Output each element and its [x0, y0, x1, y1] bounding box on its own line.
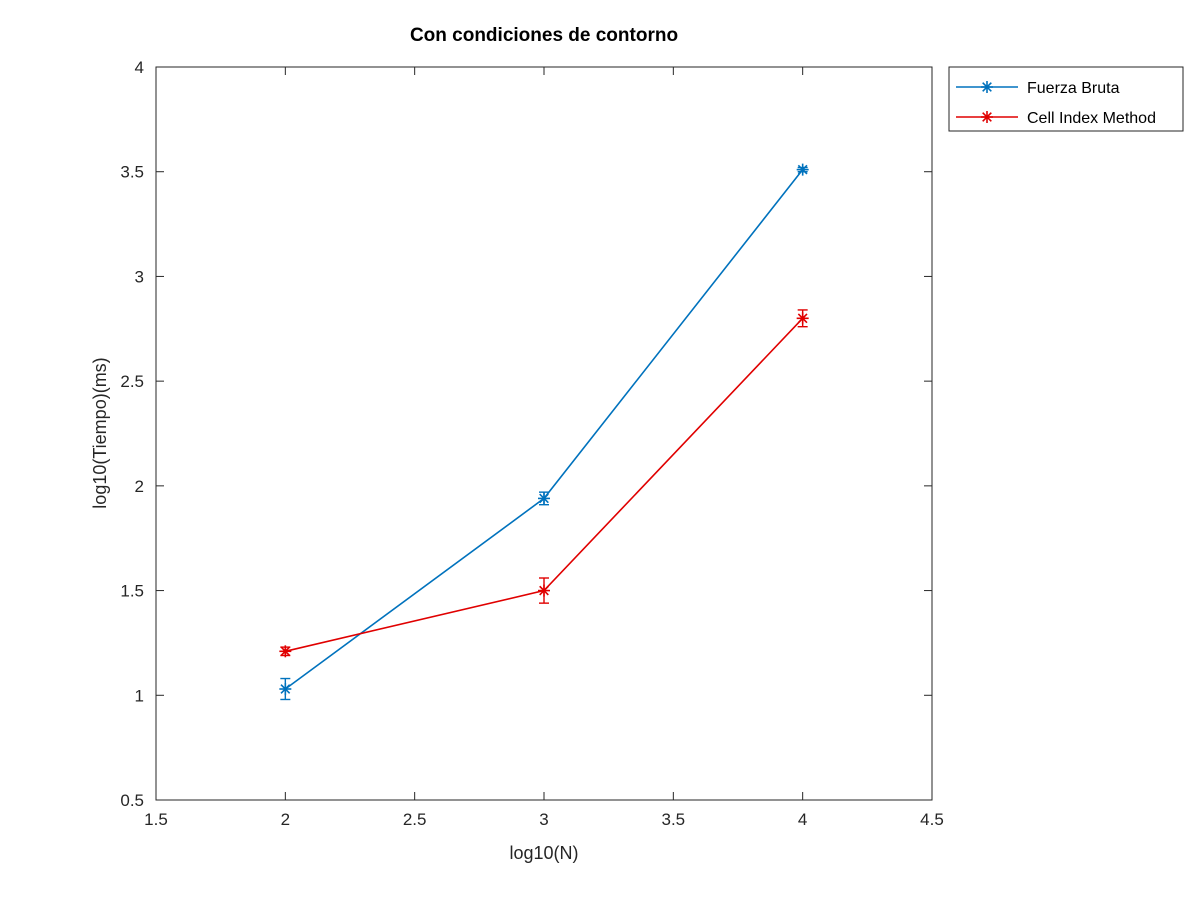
- y-tick-label: 4: [135, 58, 144, 77]
- y-tick-label: 2: [135, 477, 144, 496]
- marker-stroke: [982, 112, 992, 122]
- y-tick-label: 1: [135, 686, 144, 705]
- marker-stroke: [280, 646, 291, 657]
- data-point: [796, 163, 809, 176]
- x-tick-label: 2.5: [403, 810, 427, 829]
- legend-marker: [981, 111, 993, 123]
- x-tick-label: 2: [281, 810, 290, 829]
- y-axis-title: log10(Tiempo)(ms): [90, 357, 110, 508]
- y-tick-label: 3: [135, 267, 144, 286]
- data-point: [279, 683, 292, 696]
- x-tick-label: 4: [798, 810, 807, 829]
- chart-title: Con condiciones de contorno: [410, 25, 678, 46]
- marker-stroke: [797, 313, 808, 324]
- y-tick-label: 1.5: [120, 582, 144, 601]
- legend: Fuerza Bruta Cell Index Method: [948, 66, 1184, 132]
- x-tick-label: 3.5: [662, 810, 686, 829]
- x-axis-title: log10(N): [509, 843, 578, 863]
- y-tick-label: 2.5: [120, 372, 144, 391]
- data-point: [538, 584, 550, 597]
- series-cell-index-method: [279, 309, 809, 658]
- series-fuerza-bruta: [279, 163, 809, 701]
- y-tick-label: 3.5: [120, 163, 144, 182]
- marker-stroke: [982, 82, 992, 92]
- marker-stroke: [797, 164, 808, 175]
- series-line: [284, 169, 804, 690]
- x-tick-label: 4.5: [920, 810, 944, 829]
- legend-label: Fuerza Bruta: [1027, 80, 1120, 97]
- legend-item: Fuerza Bruta: [956, 80, 1120, 97]
- legend-label: Cell Index Method: [1027, 110, 1156, 127]
- y-tick-label: 0.5: [120, 791, 144, 810]
- plot-frame: [155, 66, 933, 801]
- marker-stroke: [539, 493, 549, 504]
- data-point: [538, 492, 550, 505]
- marker-stroke: [539, 585, 549, 596]
- legend-box: [948, 66, 1184, 132]
- legend-marker: [981, 81, 993, 93]
- x-tick-label: 3: [539, 810, 548, 829]
- marker-stroke: [280, 684, 291, 694]
- legend-item: Cell Index Method: [956, 110, 1156, 127]
- x-tick-label: 1.5: [144, 810, 168, 829]
- data-point: [279, 645, 292, 658]
- data-point: [796, 312, 809, 325]
